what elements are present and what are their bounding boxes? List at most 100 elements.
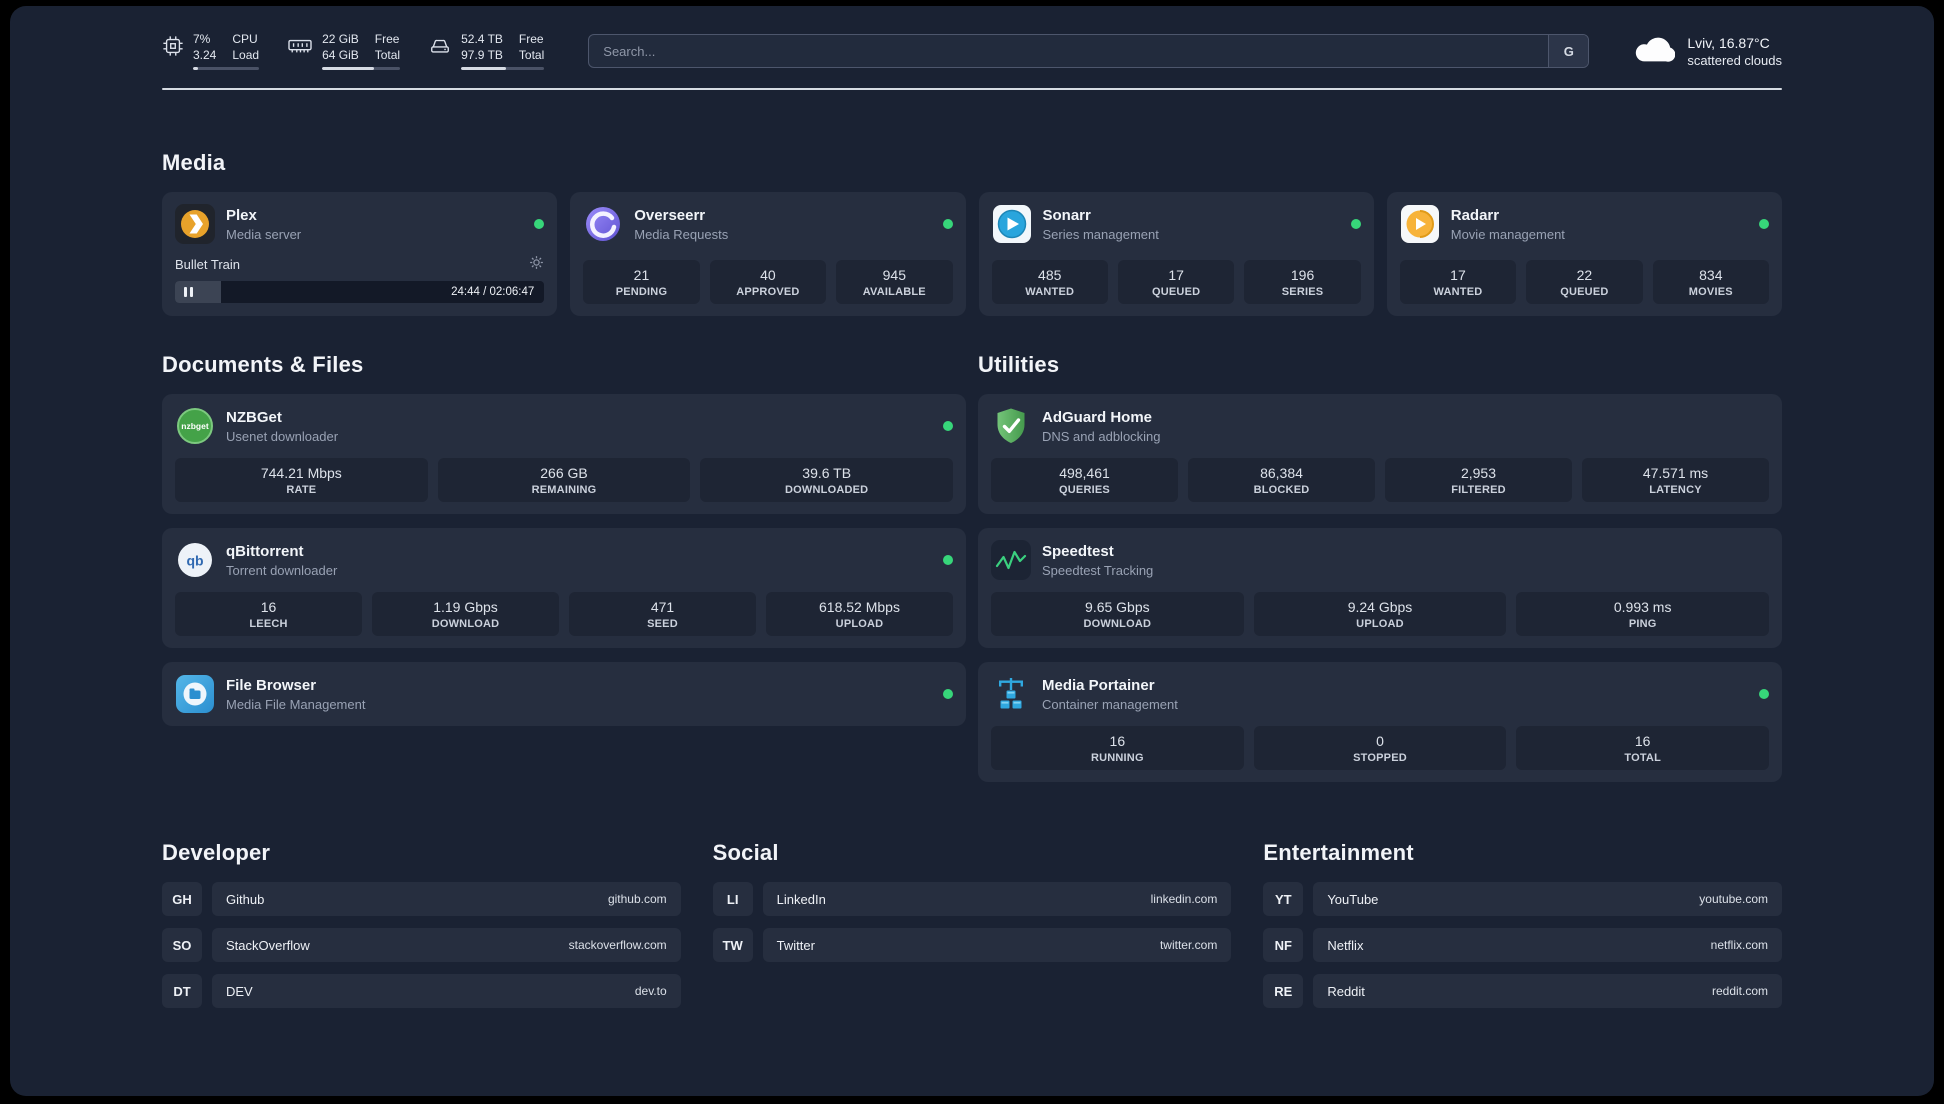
stat-label: WANTED [1433, 286, 1483, 298]
speedtest-card[interactable]: Speedtest Speedtest Tracking 9.65 Gbps D… [978, 528, 1782, 648]
sonarr-card[interactable]: Sonarr Series management 485 WANTED 17 Q… [978, 192, 1374, 316]
app-header: AdGuard Home DNS and adblocking [991, 406, 1769, 446]
status-online-dot [1350, 219, 1361, 229]
stat-value: 21 [633, 267, 650, 283]
adguard-card[interactable]: AdGuard Home DNS and adblocking 498,461 … [978, 394, 1782, 514]
status-online-dot [1759, 219, 1769, 229]
bookmark-abbr: YT [1263, 882, 1304, 916]
app-subtitle: Container management [1042, 696, 1178, 712]
plex-card[interactable]: Plex Media server Bullet Train [162, 192, 558, 316]
filebrowser-card[interactable]: File Browser Media File Management [162, 662, 966, 726]
stat-upload: 618.52 Mbps UPLOAD [766, 592, 953, 636]
stat-value: 0.993 ms [1613, 599, 1672, 615]
stat-download: 1.19 Gbps DOWNLOAD [372, 592, 559, 636]
stat-value: 22 [1576, 267, 1593, 283]
stat-wanted: 17 WANTED [1399, 260, 1517, 304]
bookmark-name: YouTube [1327, 891, 1379, 907]
status-online-dot [942, 219, 953, 229]
app-name: NZBGet [226, 408, 282, 426]
stat-blocked: 86,384 BLOCKED [1188, 458, 1375, 502]
gear-icon[interactable] [529, 255, 544, 273]
stat-label: SERIES [1281, 286, 1324, 298]
stat-remaining: 266 GB REMAINING [437, 458, 691, 502]
app-titles: Media Portainer Container management [1042, 677, 1178, 712]
search-input[interactable] [589, 35, 1549, 67]
app-subtitle: Movie management [1450, 226, 1565, 242]
bookmark-abbr: SO [162, 928, 202, 962]
app-subtitle: DNS and adblocking [1042, 428, 1161, 444]
stat-leech: 16 LEECH [175, 592, 362, 636]
pause-icon[interactable] [184, 287, 193, 297]
stats-row: 16 LEECH 1.19 Gbps DOWNLOAD 471 SEED 618… [175, 592, 953, 636]
portainer-card[interactable]: Media Portainer Container management 16 … [978, 662, 1782, 782]
stat-value: 16 [260, 599, 277, 615]
weather-location: Lviv, 16.87°C [1687, 34, 1770, 51]
stat-value: 16 [1109, 733, 1126, 749]
ram-icon [287, 35, 313, 62]
bookmark-abbr: TW [712, 928, 753, 962]
bookmark-twitter[interactable]: TW Twitter twitter.com [712, 928, 1232, 962]
ram-free-label: Free [374, 32, 400, 46]
app-titles: qBittorrent Torrent downloader [226, 543, 337, 578]
stat-total: 16 TOTAL [1516, 726, 1770, 770]
bookmark-abbr: RE [1263, 974, 1304, 1008]
overseerr-card[interactable]: Overseerr Media Requests 21 PENDING 40 A… [570, 192, 966, 316]
bookmark-youtube[interactable]: YT YouTube youtube.com [1263, 882, 1782, 916]
bookmark-abbr: DT [162, 974, 202, 1008]
bookmark-url: github.com [607, 892, 667, 906]
media-cards-row: Plex Media server Bullet Train [162, 192, 1782, 316]
stat-value: 9.24 Gbps [1347, 599, 1413, 615]
utilities-column: Utilities AdGuard Home DNS and adblockin… [978, 352, 1782, 782]
bookmark-abbr: LI [712, 882, 753, 916]
radarr-card[interactable]: Radarr Movie management 17 WANTED 22 QUE… [1386, 192, 1782, 316]
radarr-icon [1400, 205, 1439, 243]
nzbget-card[interactable]: nzbget NZBGet Usenet downloader 744.21 M… [162, 394, 966, 514]
stat-value: 266 GB [540, 465, 588, 481]
svg-text:nzbget: nzbget [181, 421, 209, 431]
stat-upload: 9.24 Gbps UPLOAD [1253, 592, 1507, 636]
section-title-developer: Developer [162, 840, 271, 865]
bookmark-netflix[interactable]: NF Netflix netflix.com [1263, 928, 1782, 962]
bookmark-linkedin[interactable]: LI LinkedIn linkedin.com [712, 882, 1232, 916]
app-subtitle: Series management [1042, 226, 1159, 242]
bookmark-name: StackOverflow [226, 937, 310, 953]
app-subtitle: Media Requests [634, 226, 729, 242]
search-engine-button[interactable]: G [1548, 35, 1589, 67]
stat-value: 39.6 TB [802, 465, 852, 481]
app-titles: Overseerr Media Requests [634, 207, 728, 242]
stat-value: 9.65 Gbps [1085, 599, 1150, 615]
seek-progress [175, 281, 221, 303]
bookmarks-entertainment: Entertainment YT YouTube youtube.com NF … [1263, 840, 1782, 1020]
cpu-usage-bar [193, 67, 260, 70]
stats-row: 16 RUNNING 0 STOPPED 16 TOTAL [991, 726, 1770, 770]
filebrowser-icon [176, 675, 214, 713]
app-titles: NZBGet Usenet downloader [226, 409, 338, 444]
section-title-entertainment: Entertainment [1263, 840, 1414, 865]
qbittorrent-card[interactable]: qb qBittorrent Torrent downloader 16 LEE… [162, 528, 966, 648]
stat-movies: 834 MOVIES [1652, 260, 1770, 304]
bookmark-dev[interactable]: DT DEV dev.to [162, 974, 681, 1008]
bookmark-url: reddit.com [1711, 984, 1768, 998]
bookmarks-section: Developer GH Github github.com SO StackO… [162, 840, 1782, 1054]
disk-icon [428, 35, 452, 62]
app-header: Plex Media server [175, 204, 545, 244]
bookmark-abbr: NF [1263, 928, 1304, 962]
bookmark-github[interactable]: GH Github github.com [162, 882, 681, 916]
ram-widget: 22 GiB 64 GiB Free Total [287, 32, 401, 70]
app-header: Speedtest Speedtest Tracking [991, 540, 1769, 580]
app-subtitle: Usenet downloader [226, 428, 339, 444]
bookmark-stackoverflow[interactable]: SO StackOverflow stackoverflow.com [162, 928, 681, 962]
disk-readout: 52.4 TB 97.9 TB Free Total [461, 32, 545, 70]
stat-value: 744.21 Mbps [260, 465, 342, 481]
now-playing-title: Bullet Train [175, 256, 241, 272]
stat-value: 47.571 ms [1642, 465, 1709, 481]
bookmark-reddit[interactable]: RE Reddit reddit.com [1263, 974, 1782, 1008]
dashboard-content: 7% 3.24 CPU Load [10, 6, 1934, 1054]
seek-bar[interactable]: 24:44 / 02:06:47 [175, 281, 545, 303]
bookmark-abbr: GH [162, 882, 202, 916]
stat-value: 498,461 [1059, 465, 1110, 481]
stat-value: 86,384 [1260, 465, 1303, 481]
disk-usage-bar [461, 67, 545, 70]
ram-total-label: Total [374, 48, 401, 62]
portainer-icon [999, 678, 1023, 709]
